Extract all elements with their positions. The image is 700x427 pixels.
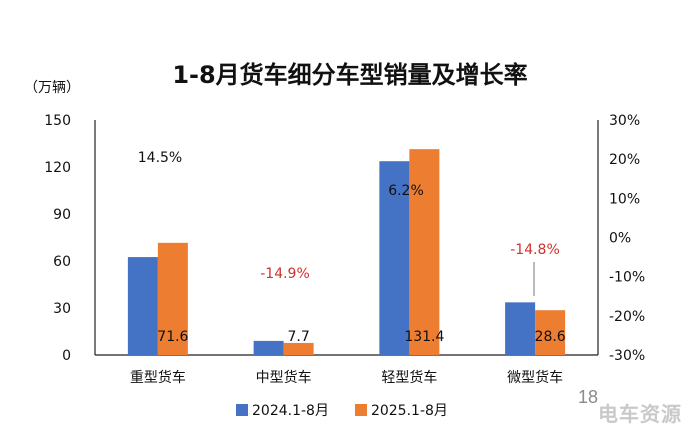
bar-2024-2 [253, 340, 284, 355]
y-tick-label: 150 [44, 113, 71, 129]
bar-2025-2 [283, 342, 314, 355]
y-tick-label: 0 [62, 348, 71, 364]
legend-item-2024: 2024.1-8月 [236, 400, 329, 420]
y-tick-label: 90 [53, 207, 71, 223]
growth-rate-label: -14.8% [510, 242, 560, 258]
y2-tick-label: 10% [609, 191, 640, 207]
bar-2024-1 [127, 257, 158, 355]
bar-2025-4 [535, 310, 566, 355]
value-label-2025: 7.7 [287, 329, 309, 345]
legend-label-2025: 2025.1-8月 [370, 403, 448, 419]
legend-label-2024: 2024.1-8月 [252, 403, 329, 419]
y-tick-label: 120 [44, 160, 71, 176]
watermark-logo: 电车资源 [598, 402, 682, 426]
legend-swatch-2024 [236, 404, 248, 416]
y-axis-unit-label: （万辆） [24, 80, 80, 96]
bar-2025-1 [157, 242, 188, 355]
y2-tick-label: -10% [609, 270, 645, 286]
chart-title: 1-8月货车细分车型销量及增长率 [172, 61, 528, 89]
value-label-2025: 71.6 [157, 329, 188, 345]
x-tick-label: 微型货车 [507, 369, 563, 386]
value-label-2025: 131.4 [404, 329, 444, 345]
bar-2024-3 [379, 161, 410, 355]
legend-item-2025: 2025.1-8月 [354, 400, 448, 420]
growth-rate-label: 6.2% [388, 183, 424, 199]
y2-tick-label: -20% [609, 309, 645, 325]
x-tick-label: 重型货车 [130, 369, 186, 386]
legend: 2024.1-8月 2025.1-8月 [236, 400, 448, 420]
y2-tick-label: 0% [609, 231, 631, 247]
value-label-2025: 28.6 [535, 329, 566, 345]
y2-tick-label: -30% [609, 348, 645, 364]
y-tick-label: 60 [53, 254, 71, 270]
x-tick-label: 中型货车 [256, 369, 312, 386]
growth-rate-label: -14.9% [260, 266, 310, 282]
y-tick-label: 30 [53, 301, 71, 317]
bar-2024-4 [505, 302, 536, 355]
growth-rate-label: 14.5% [138, 150, 182, 166]
legend-swatch-2025 [354, 404, 367, 416]
bar-2025-3 [409, 149, 440, 355]
x-tick-label: 轻型货车 [381, 369, 437, 386]
y2-tick-label: 20% [609, 152, 640, 168]
page-number: 18 [578, 387, 599, 407]
y2-tick-label: 30% [609, 113, 640, 129]
